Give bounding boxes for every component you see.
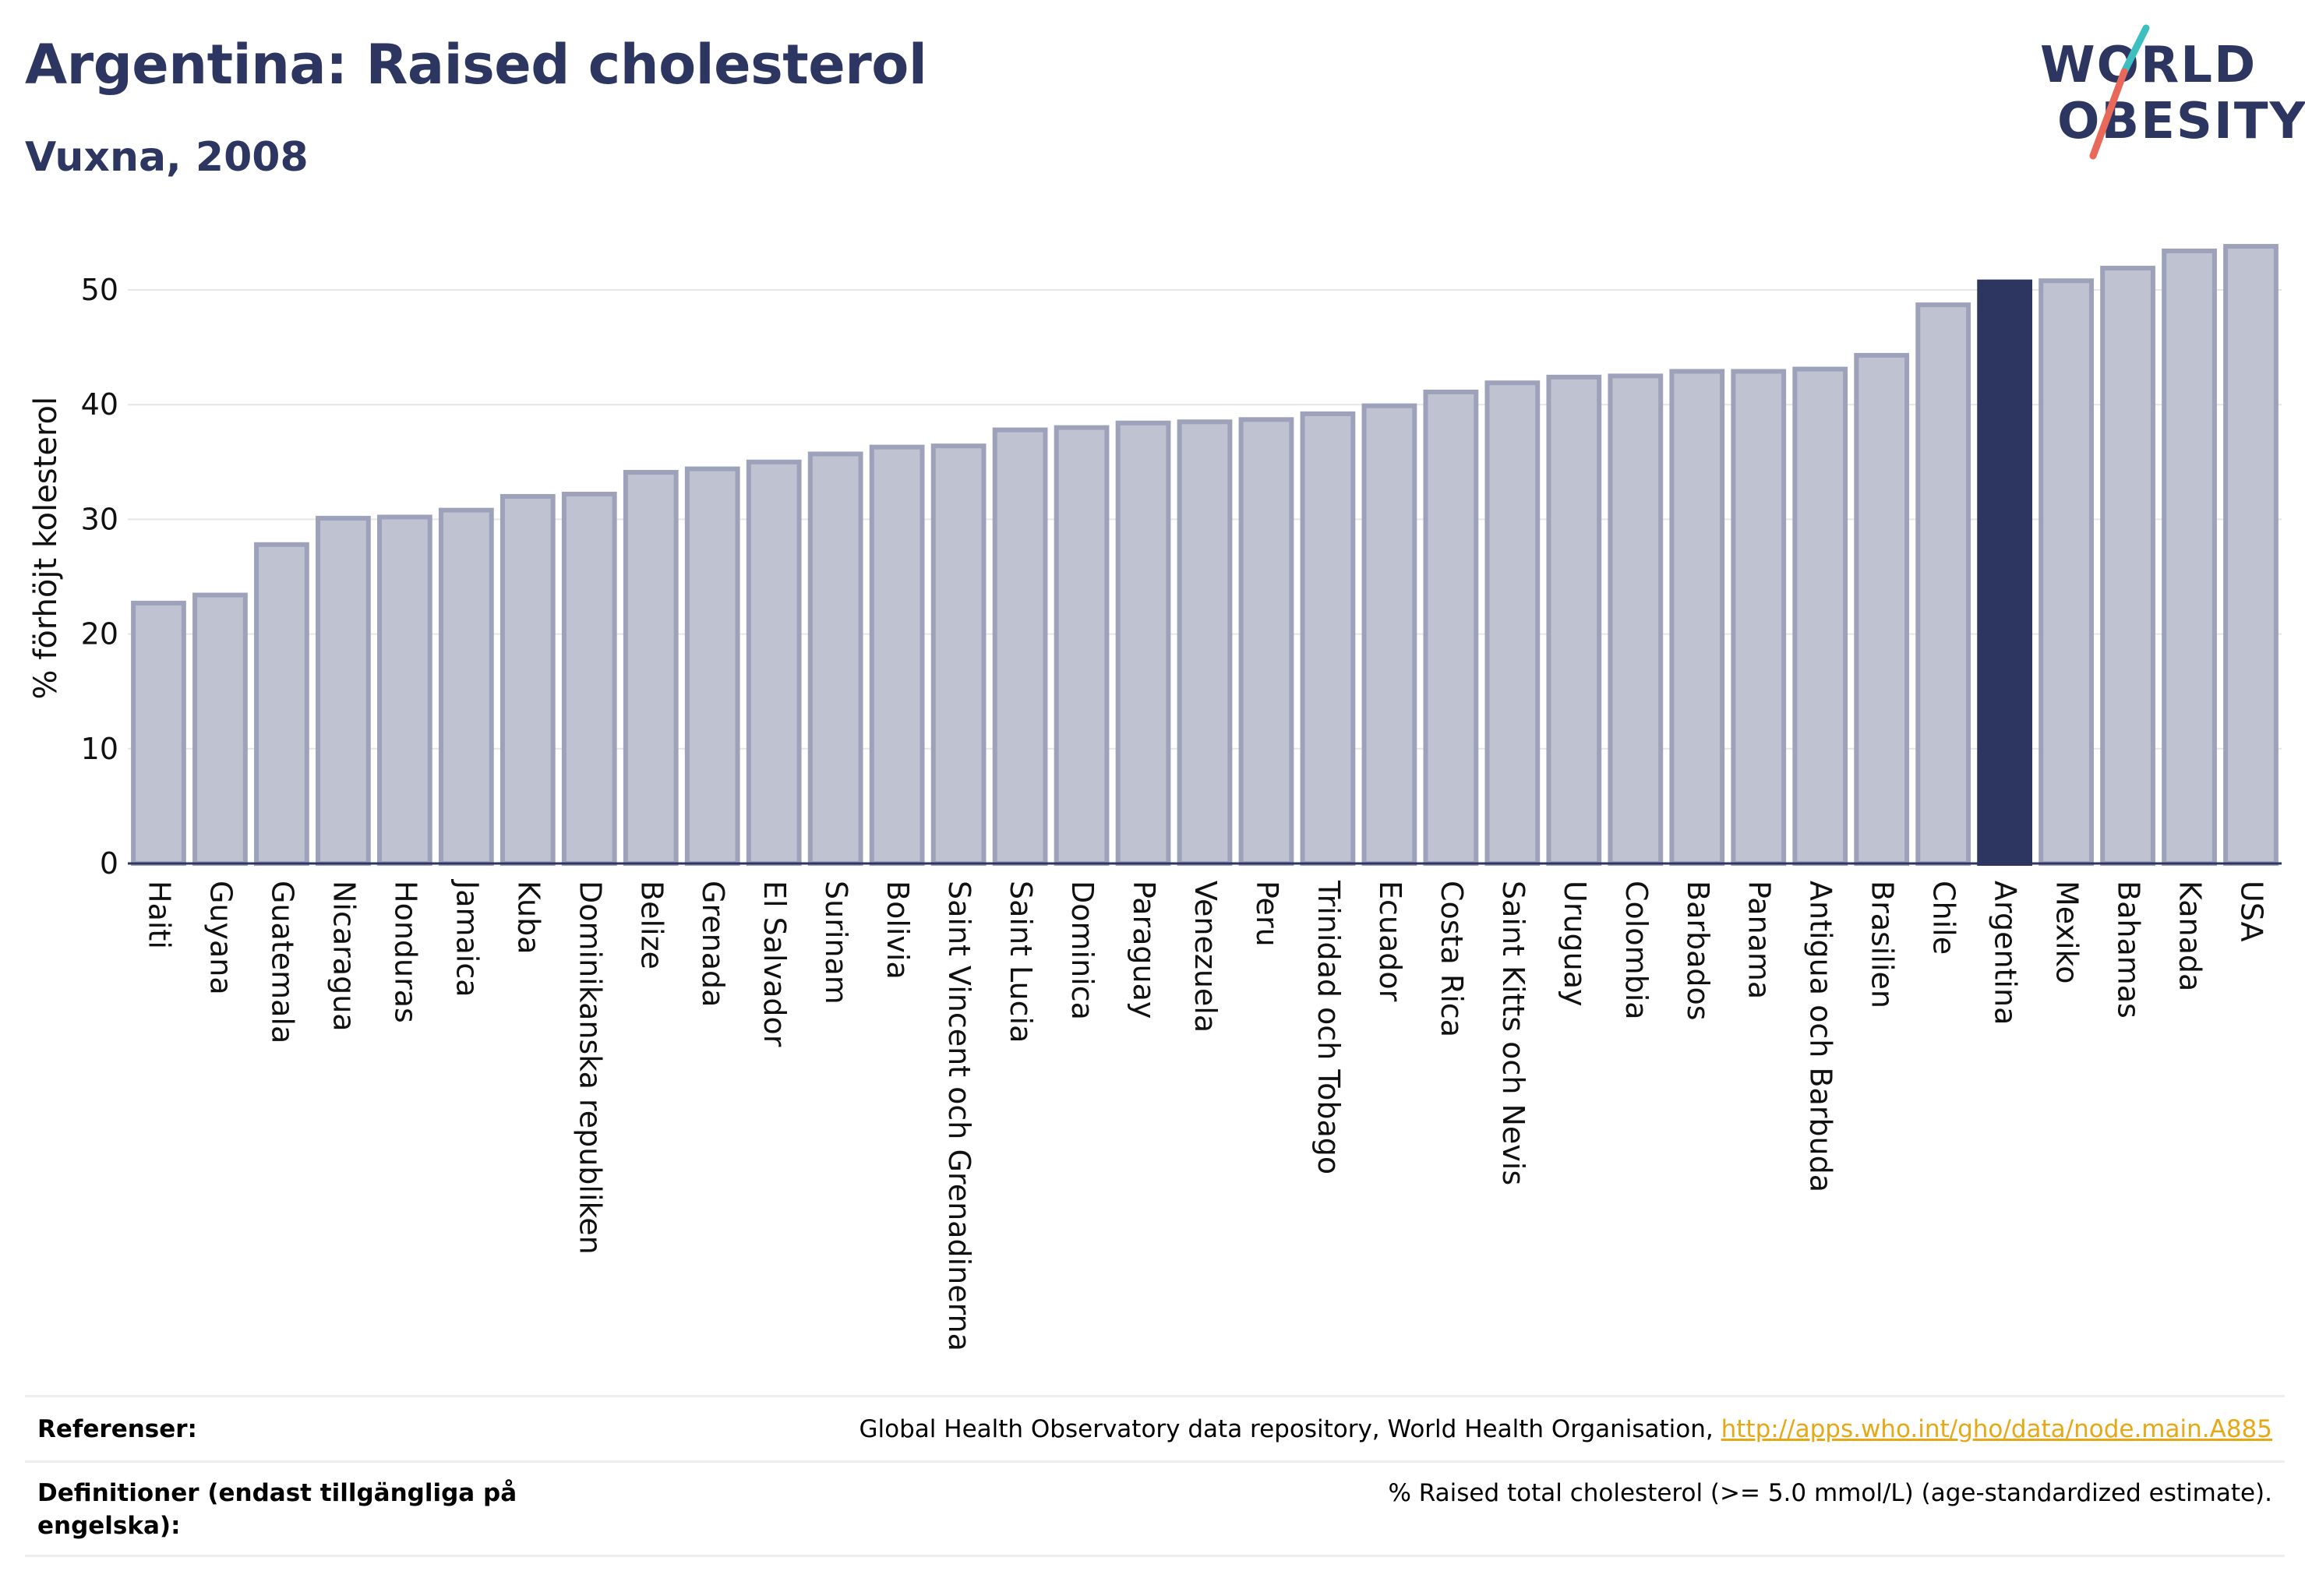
bar-dominica <box>1054 425 1110 866</box>
bar-bolivia <box>869 444 925 866</box>
references-link[interactable]: http://apps.who.int/gho/data/node.main.A… <box>1721 1415 2272 1443</box>
y-tick-label: 30 <box>81 502 118 536</box>
bar-costa-rica <box>1423 390 1479 866</box>
bar-brasilien <box>1854 352 1910 866</box>
x-tick-label: Uruguay <box>1558 881 1592 1007</box>
footer-definitions-row: Definitioner (endast tillgängliga på eng… <box>25 1460 2285 1557</box>
bar-paraguay <box>1115 420 1171 866</box>
x-tick-label: Panama <box>1742 881 1777 999</box>
x-tick-label: Trinidad och Tobago <box>1311 880 1346 1174</box>
references-label: Referenser: <box>37 1415 197 1443</box>
bar-peru <box>1238 417 1294 866</box>
x-tick-label: Barbados <box>1681 881 1715 1021</box>
bar-ecuador <box>1361 403 1417 866</box>
x-tick-label: USA <box>2235 881 2269 942</box>
x-tick-label: Dominikanska republiken <box>573 881 607 1255</box>
x-tick-label: Costa Rica <box>1435 881 1469 1037</box>
y-axis-label: % förhöjt kolesterol <box>28 397 64 700</box>
x-tick-label: Mexiko <box>2050 881 2084 983</box>
bar-guyana <box>192 592 248 866</box>
bar-grenada <box>684 466 740 867</box>
bar-kanada <box>2162 248 2217 866</box>
bar-antigua-och-barbuda <box>1792 366 1848 866</box>
bar-usa <box>2223 244 2279 866</box>
world-obesity-logo: WORLD OBESITY <box>2034 23 2305 164</box>
x-tick-label: El Salvador <box>757 881 792 1047</box>
x-tick-label: Grenada <box>696 881 730 1007</box>
x-tick-label: Haiti <box>142 881 176 949</box>
x-tick-label: Bahamas <box>2112 881 2146 1019</box>
x-tick-label: Jamaica <box>450 879 484 998</box>
x-tick-labels: Haiti Guyana Guatemala Nicaragua Honduras Jam… <box>142 879 2268 1351</box>
y-tick-label: 10 <box>81 732 118 766</box>
definitions-label: Definitioner (endast tillgängliga på eng… <box>37 1479 517 1540</box>
chart-subtitle: Vuxna, 2008 <box>25 134 309 181</box>
bar-uruguay <box>1546 374 1602 866</box>
bar-colombia <box>1608 373 1664 866</box>
y-tick-label: 0 <box>100 846 118 881</box>
bar-panama <box>1731 369 1787 866</box>
bar-nicaragua <box>316 515 371 866</box>
x-tick-label: Chile <box>1927 881 1961 955</box>
logo-slash-icon <box>2089 24 2150 160</box>
bar-trinidad-och-tobago <box>1300 411 1356 866</box>
bars <box>131 244 2279 867</box>
bar-guatemala <box>254 542 309 866</box>
bar-venezuela <box>1177 419 1233 866</box>
footer-table: Referenser: Global Health Observatory da… <box>25 1395 2285 1557</box>
x-tick-label: Kuba <box>511 881 545 955</box>
bar-argentina <box>1977 279 2033 867</box>
y-tick-label: 20 <box>81 617 118 651</box>
x-tick-label: Kanada <box>2173 881 2208 991</box>
bar-surinam <box>807 451 863 866</box>
bar-saint-lucia <box>992 427 1048 866</box>
bar-mexiko <box>2038 278 2094 866</box>
x-tick-label: Saint Lucia <box>1004 881 1038 1043</box>
bar-chile <box>1915 302 1971 866</box>
x-tick-label: Guatemala <box>265 881 299 1043</box>
x-tick-label: Venezuela <box>1188 881 1223 1033</box>
x-tick-label: Colombia <box>1619 881 1654 1020</box>
x-tick-label: Honduras <box>388 881 422 1023</box>
references-value: Global Health Observatory data repositor… <box>860 1413 2272 1446</box>
bar-belize <box>623 470 679 866</box>
bar-jamaica <box>438 507 494 867</box>
x-tick-label: Argentina <box>1989 881 2023 1025</box>
footer-references-row: Referenser: Global Health Observatory da… <box>25 1395 2285 1460</box>
logo-text-line1: WORLD <box>2040 37 2257 94</box>
bar-el-salvador <box>746 459 802 866</box>
x-tick-label: Saint Kitts och Nevis <box>1496 881 1530 1185</box>
bar-kuba <box>499 493 556 867</box>
x-tick-label: Bolivia <box>881 881 915 980</box>
bar-barbados <box>1669 369 1725 866</box>
x-tick-label: Brasilien <box>1866 881 1900 1008</box>
x-tick-label: Belize <box>634 881 669 969</box>
y-tick-label: 50 <box>81 273 118 307</box>
x-tick-label: Surinam <box>819 881 853 1005</box>
references-text: Global Health Observatory data repositor… <box>859 1415 1714 1443</box>
chart-title: Argentina: Raised cholesterol <box>25 33 927 97</box>
bar-haiti <box>131 600 186 867</box>
bar-saint-vincent-och-grenadinerna <box>930 443 987 866</box>
x-tick-label: Paraguay <box>1127 881 1161 1019</box>
bar-bahamas <box>2100 266 2155 867</box>
bar-saint-kitts-och-nevis <box>1484 380 1541 866</box>
bar-dominikanska-republiken <box>561 492 617 866</box>
bar-chart: Haiti Guyana Guatemala Nicaragua Honduras Jam… <box>28 244 2282 1351</box>
x-tick-label: Nicaragua <box>327 881 361 1032</box>
x-tick-label: Dominica <box>1065 881 1100 1020</box>
definitions-value: % Raised total cholesterol (>= 5.0 mmol/… <box>1388 1479 2272 1507</box>
bar-honduras <box>376 514 432 866</box>
x-tick-label: Ecuador <box>1373 881 1407 1002</box>
y-tick-labels: 0 10 20 30 40 50 <box>81 273 118 881</box>
x-tick-label: Antigua och Barbuda <box>1804 881 1838 1192</box>
x-tick-label: Peru <box>1250 881 1284 947</box>
x-tick-label: Saint Vincent och Grenadinerna <box>942 881 976 1351</box>
x-tick-label: Guyana <box>203 881 238 995</box>
y-tick-label: 40 <box>81 387 118 422</box>
